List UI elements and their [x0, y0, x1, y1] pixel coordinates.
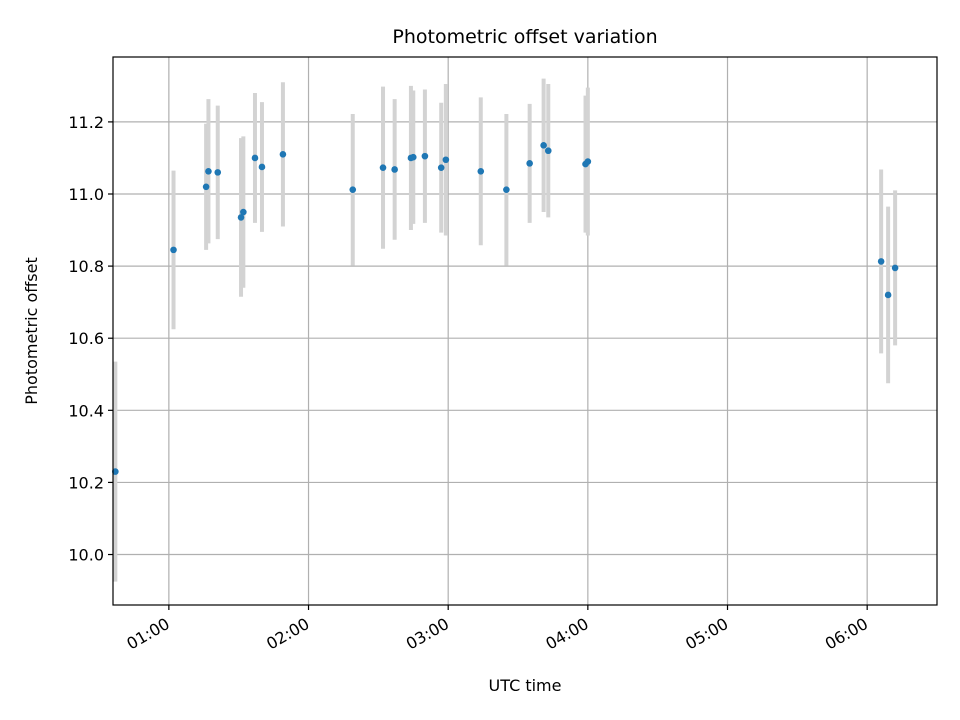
x-tick-label: 01:00: [123, 614, 172, 654]
x-tick-label: 04:00: [542, 614, 591, 654]
data-point: [884, 291, 892, 299]
data-point: [279, 151, 287, 158]
x-tick-label: 05:00: [682, 614, 731, 654]
data-point: [391, 166, 398, 173]
chart-title: Photometric offset variation: [392, 26, 657, 48]
data-point: [442, 156, 450, 164]
error-bars: [113, 78, 898, 582]
data-point: [409, 153, 417, 161]
data-point: [240, 208, 247, 216]
data-point: [170, 246, 177, 254]
y-tick-label: 11.2: [68, 113, 104, 132]
data-point: [540, 142, 547, 149]
x-tick-label: 03:00: [403, 614, 452, 654]
data-points: [112, 142, 899, 475]
data-point: [349, 186, 357, 193]
data-point: [477, 167, 485, 175]
data-point: [584, 158, 592, 165]
data-point: [503, 186, 510, 193]
x-axis-ticks: 01:00 02:00 03:00 04:00 05:00 06:00: [123, 605, 871, 654]
y-axis-ticks: 10.0 10.2 10.4 10.6 10.8 11.0 11.2: [68, 113, 113, 565]
data-point: [526, 160, 533, 167]
data-point: [877, 258, 885, 265]
y-tick-label: 10.6: [68, 329, 104, 348]
data-point: [251, 154, 259, 162]
y-tick-label: 10.8: [68, 257, 104, 276]
data-point: [437, 164, 445, 171]
data-point: [237, 214, 245, 221]
data-point: [202, 183, 210, 191]
data-point: [379, 164, 387, 171]
data-point: [258, 163, 266, 171]
x-tick-label: 06:00: [822, 614, 871, 654]
x-axis-label: UTC time: [489, 676, 562, 695]
y-tick-label: 10.4: [68, 401, 104, 420]
data-point: [544, 147, 552, 155]
y-tick-label: 10.2: [68, 473, 104, 492]
x-tick-label: 02:00: [263, 614, 312, 654]
grid-lines: [113, 57, 937, 605]
plot-frame: [112, 56, 938, 606]
data-point: [891, 264, 899, 272]
data-point: [112, 468, 119, 475]
y-axis-label: Photometric offset: [22, 257, 41, 405]
y-tick-label: 11.0: [68, 185, 104, 204]
data-point: [205, 167, 212, 175]
data-point: [421, 152, 429, 160]
y-tick-label: 10.0: [68, 546, 104, 565]
data-point: [214, 169, 222, 176]
